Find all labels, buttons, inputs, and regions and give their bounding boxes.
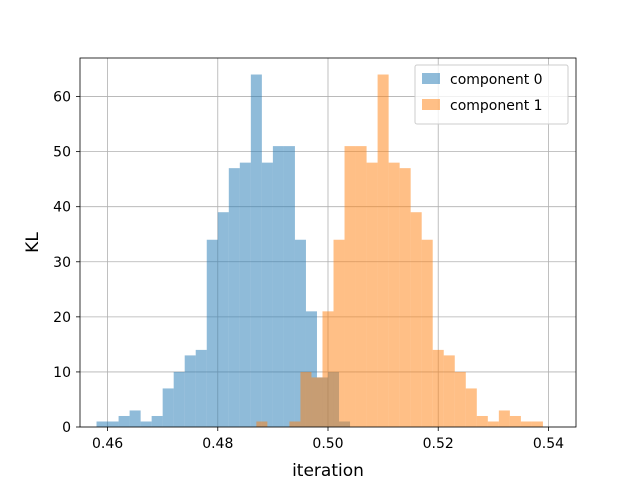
histogram-bar-component-0 bbox=[118, 415, 130, 427]
histogram-bar-component-0 bbox=[272, 146, 284, 428]
histogram-bar-component-1 bbox=[421, 239, 433, 427]
histogram-bar-component-1 bbox=[476, 415, 488, 427]
histogram-bar-component-0 bbox=[217, 212, 229, 427]
x-axis-label: iteration bbox=[292, 461, 364, 480]
histogram-bar-component-0 bbox=[162, 388, 174, 427]
histogram-bar-component-1 bbox=[289, 421, 301, 427]
legend-label-component-0: component 0 bbox=[450, 72, 543, 88]
histogram-bar-component-1 bbox=[256, 421, 268, 427]
histogram-bar-component-1 bbox=[520, 421, 532, 427]
y-tick-label: 50 bbox=[53, 145, 71, 161]
histogram-bar-component-0 bbox=[305, 311, 317, 427]
histogram-bar-component-1 bbox=[509, 415, 521, 427]
histogram-bar-component-1 bbox=[487, 421, 499, 427]
histogram-bar-component-1 bbox=[399, 168, 411, 428]
y-tick-label: 60 bbox=[53, 90, 71, 106]
histogram-bar-component-1 bbox=[432, 349, 444, 427]
histogram-bar-component-1 bbox=[322, 311, 334, 427]
histogram-bar-component-1 bbox=[377, 74, 389, 427]
histogram-bar-component-1 bbox=[498, 410, 510, 427]
histogram-bar-component-0 bbox=[184, 355, 196, 427]
legend-box bbox=[414, 64, 569, 125]
histogram-bar-component-0 bbox=[239, 162, 251, 427]
histogram-bar-component-1 bbox=[344, 146, 356, 428]
histogram-bar-component-0 bbox=[294, 239, 306, 427]
x-tick-label: 0.50 bbox=[312, 436, 343, 452]
histogram-bar-component-1 bbox=[443, 355, 455, 427]
histogram-bar-component-0 bbox=[228, 168, 240, 428]
histogram-bar-component-1 bbox=[355, 146, 367, 428]
y-tick-label: 40 bbox=[53, 200, 71, 216]
histogram-bar-component-0 bbox=[195, 349, 207, 427]
histogram-bar-component-0 bbox=[129, 410, 141, 427]
histogram-bar-component-1 bbox=[366, 162, 378, 427]
histogram-bar-component-0 bbox=[206, 239, 218, 427]
histogram-bar-component-1 bbox=[300, 371, 312, 427]
histogram-bar-component-1 bbox=[531, 421, 543, 427]
histogram-bar-component-0 bbox=[151, 415, 163, 427]
legend-label-component-1: component 1 bbox=[450, 98, 543, 114]
histogram-bar-component-1 bbox=[311, 377, 323, 427]
y-tick-label: 30 bbox=[53, 255, 71, 271]
histogram-bar-component-0 bbox=[140, 421, 152, 427]
x-tick-label: 0.48 bbox=[202, 436, 233, 452]
histogram-bar-component-1 bbox=[388, 162, 400, 427]
histogram-bar-component-1 bbox=[454, 371, 466, 427]
legend-swatch-component-0 bbox=[422, 73, 440, 84]
histogram-bar-component-0 bbox=[107, 421, 119, 427]
legend-swatch-component-1 bbox=[422, 99, 440, 110]
histogram-bar-component-1 bbox=[333, 239, 345, 427]
histogram-bar-component-0 bbox=[250, 74, 262, 427]
x-tick-label: 0.52 bbox=[423, 436, 454, 452]
histogram-bar-component-0 bbox=[283, 146, 295, 428]
y-tick-label: 10 bbox=[53, 365, 71, 381]
histogram-bar-component-1 bbox=[410, 212, 422, 427]
axis-ticks: 0.46 0.48 0.50 0.52 0.54 0 10 20 30 40 50 60 bbox=[53, 90, 564, 452]
histogram-bars bbox=[96, 74, 543, 428]
histogram-bar-component-0 bbox=[173, 371, 185, 427]
y-tick-label: 0 bbox=[62, 420, 71, 436]
histogram-bar-component-0 bbox=[96, 421, 108, 427]
x-tick-label: 0.46 bbox=[92, 436, 123, 452]
y-axis-label: KL bbox=[23, 232, 43, 253]
histogram-bar-component-0 bbox=[261, 162, 273, 427]
legend: component 0 component 1 bbox=[414, 64, 569, 125]
y-tick-label: 20 bbox=[53, 310, 71, 326]
x-tick-label: 0.54 bbox=[533, 436, 564, 452]
histogram-bar-component-1 bbox=[465, 388, 477, 427]
